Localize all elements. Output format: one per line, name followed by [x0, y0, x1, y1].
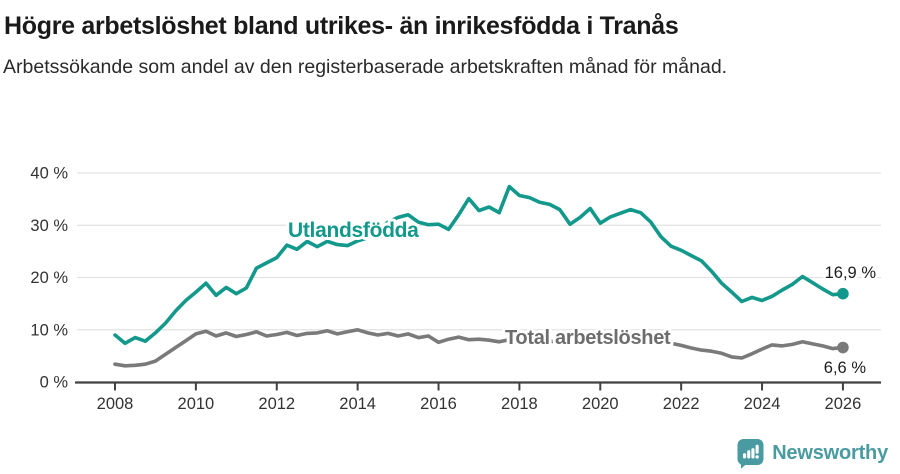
series-label-total: Total arbetslöshet — [505, 327, 671, 349]
x-tick-label: 2026 — [825, 395, 862, 413]
series-layer — [113, 184, 845, 368]
axis-layer: 0 % 10 % 20 % 30 % 40 % 2008 2010 2012 2014 2016 2… — [30, 165, 881, 413]
x-tick-label: 2014 — [339, 395, 376, 413]
line-utlandsfodda — [113, 184, 845, 346]
newsworthy-brand: Newsworthy — [736, 438, 888, 469]
series-end-dot — [837, 341, 849, 354]
newsworthy-logo-icon — [737, 439, 764, 469]
y-tick-label: 0 % — [40, 374, 69, 392]
y-tick-label: 40 % — [30, 165, 68, 183]
page-title: Högre arbetslöshet bland utrikes- än inr… — [4, 12, 679, 40]
gridlines-layer — [77, 172, 881, 331]
x-tick-label: 2008 — [97, 395, 134, 413]
chart-header: Högre arbetslöshet bland utrikes- än inr… — [0, 0, 900, 84]
line-total — [113, 327, 845, 368]
x-tick-label: 2012 — [258, 395, 295, 413]
y-tick-label: 20 % — [30, 269, 68, 287]
end-value-label: 6,6 % — [824, 359, 867, 377]
y-tick-label: 10 % — [30, 321, 68, 339]
chart-subtitle: Arbetssökande som andel av den registerb… — [3, 56, 728, 79]
brand-name: Newsworthy — [772, 442, 888, 464]
x-tick-label: 2020 — [582, 395, 619, 413]
x-tick-label: 2016 — [420, 395, 457, 413]
y-tick-label: 30 % — [30, 217, 68, 235]
x-tick-label: 2024 — [744, 395, 781, 413]
x-tick-label: 2010 — [178, 395, 215, 413]
series-end-dot — [837, 287, 849, 300]
series-label-utlandsfodda: Utlandsfödda — [288, 219, 419, 242]
x-tick-label: 2022 — [663, 395, 700, 413]
end-value-label: 16,9 % — [825, 264, 877, 282]
labels-layer: Utlandsfödda Total arbetslöshet 16,9 % 6,6 … — [285, 216, 879, 380]
x-tick-label: 2018 — [501, 395, 538, 413]
